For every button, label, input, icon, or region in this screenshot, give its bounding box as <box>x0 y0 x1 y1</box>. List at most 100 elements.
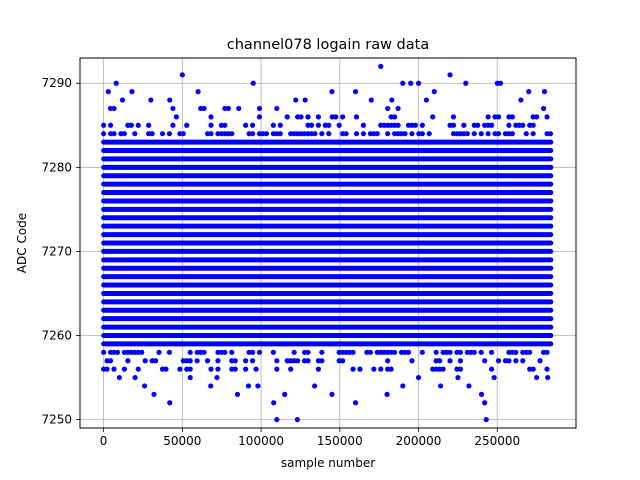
data-point <box>415 374 422 381</box>
data-point <box>518 97 524 103</box>
data-point <box>464 131 470 137</box>
data-point <box>475 122 481 128</box>
data-point <box>256 114 263 120</box>
x-tick-label: 150000 <box>317 434 363 448</box>
data-point <box>353 114 360 120</box>
data-point <box>400 80 406 86</box>
data-point <box>312 131 318 137</box>
data-point <box>201 349 207 355</box>
data-point <box>222 122 228 128</box>
data-point <box>482 400 488 406</box>
data-point <box>450 122 457 128</box>
data-point <box>333 114 339 120</box>
data-point <box>530 366 536 372</box>
data-point <box>491 374 497 381</box>
data-point <box>495 358 502 364</box>
data-point <box>204 358 211 364</box>
data-point <box>250 80 256 86</box>
y-axis-title: ADC Code <box>15 213 29 273</box>
data-point <box>271 400 277 406</box>
data-point <box>105 89 111 95</box>
data-point <box>249 131 256 137</box>
data-point <box>319 349 325 355</box>
data-point <box>113 80 119 86</box>
data-point <box>385 358 391 364</box>
data-point <box>378 63 384 70</box>
data-point <box>408 80 414 86</box>
data-point <box>478 131 484 137</box>
data-point <box>121 366 128 372</box>
data-point <box>353 131 360 137</box>
data-point <box>326 122 332 128</box>
data-point <box>208 131 214 137</box>
data-point <box>431 89 437 95</box>
data-point <box>520 358 526 364</box>
data-point <box>293 97 299 103</box>
data-point <box>116 374 122 381</box>
data-point <box>305 349 311 355</box>
data-point <box>232 358 238 364</box>
y-tick-label: 7260 <box>41 329 72 343</box>
data-point <box>277 122 283 128</box>
data-point <box>541 89 548 95</box>
data-point <box>526 89 532 95</box>
data-point <box>101 122 107 128</box>
data-point <box>277 131 283 137</box>
data-point <box>208 122 214 128</box>
data-point <box>308 122 315 128</box>
plot-frame <box>79 57 577 429</box>
data-point <box>214 374 220 381</box>
data-point <box>506 122 512 128</box>
data-point <box>215 358 221 364</box>
data-point <box>336 122 342 128</box>
data-point <box>167 400 173 406</box>
data-point <box>447 358 453 364</box>
data-point <box>495 114 502 120</box>
data-point <box>527 349 533 355</box>
data-point <box>419 131 425 137</box>
data-point <box>167 97 173 103</box>
data-point <box>545 374 551 381</box>
data-point <box>513 358 519 364</box>
data-point <box>489 122 495 128</box>
x-tick-label: 100000 <box>238 434 284 448</box>
data-point <box>222 349 228 355</box>
data-point <box>215 366 221 372</box>
data-point <box>523 131 529 137</box>
data-point <box>274 105 280 112</box>
data-point <box>457 358 464 364</box>
y-tick-label: 7250 <box>41 413 72 427</box>
data-point <box>457 349 464 355</box>
data-point <box>350 349 356 355</box>
data-point <box>101 131 107 137</box>
data-point <box>495 131 502 137</box>
data-point <box>461 122 467 128</box>
data-point <box>195 89 201 95</box>
data-point <box>132 374 138 381</box>
data-point <box>305 358 311 364</box>
data-point <box>395 105 401 112</box>
data-point <box>534 374 540 381</box>
data-point <box>497 80 504 86</box>
data-point <box>135 122 141 128</box>
data-point <box>350 366 356 372</box>
data-point <box>360 122 367 128</box>
data-point <box>315 122 321 128</box>
data-point <box>288 366 294 372</box>
data-point <box>284 114 290 120</box>
data-point <box>367 349 373 355</box>
data-point <box>234 391 241 397</box>
data-point <box>274 416 280 423</box>
data-point <box>101 349 107 355</box>
data-point <box>129 89 135 95</box>
data-point <box>520 122 526 128</box>
data-point <box>243 366 249 372</box>
data-point <box>111 105 117 112</box>
data-point <box>544 349 550 355</box>
data-point <box>135 366 141 372</box>
data-point <box>166 349 173 355</box>
data-point <box>263 131 270 137</box>
data-point <box>455 374 461 381</box>
